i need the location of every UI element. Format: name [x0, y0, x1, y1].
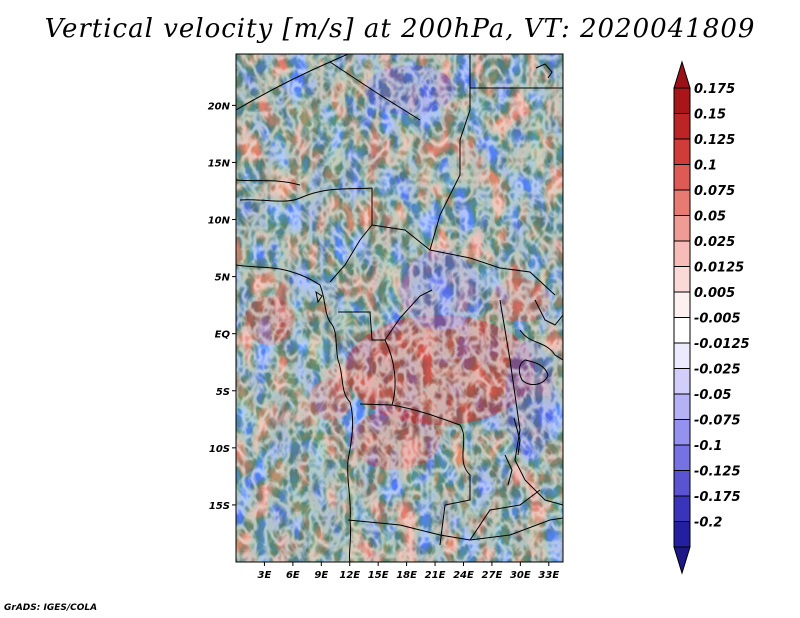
colorbar-top-triangle [673, 60, 691, 89]
colorbar-swatch [673, 368, 691, 395]
colorbar-label: 0.175 [694, 82, 735, 97]
colorbar-swatch [673, 266, 691, 293]
colorbar-swatch [673, 291, 691, 318]
colorbar-swatch [673, 495, 691, 522]
colorbar-label: -0.075 [694, 414, 741, 429]
colorbar-label: -0.175 [694, 490, 741, 505]
latitude-axis: 20N 15N 10N 5N EQ 5S 10S 15S [208, 101, 236, 512]
colorbar-label: -0.05 [694, 388, 731, 403]
plot-frame [235, 53, 564, 563]
colorbar-label: -0.0125 [694, 337, 750, 352]
lat-tick-label: 15N [208, 158, 231, 169]
lon-tick-label: 6E [286, 570, 300, 581]
colorbar-swatch [673, 521, 691, 548]
colorbar-label: -0.2 [694, 516, 722, 531]
colorbar-swatch [673, 444, 691, 471]
lon-tick-label: 12E [339, 570, 360, 581]
colorbar-label: -0.025 [694, 363, 741, 378]
lon-tick-label: 3E [258, 570, 272, 581]
colorbar: 0.175 0.15 0.125 0.1 0.075 0.05 0.025 0.0125 0.0… [673, 60, 750, 575]
colorbar-swatch [673, 113, 691, 140]
lat-tick-label: 20N [208, 101, 231, 112]
lon-tick-label: 24E [453, 570, 474, 581]
colorbar-bottom-triangle [673, 546, 691, 575]
lon-tick-label: 15E [368, 570, 389, 581]
colorbar-swatch [673, 215, 691, 242]
colorbar-label: 0.1 [694, 159, 717, 174]
colorbar-swatch [673, 393, 691, 420]
lon-tick-label: 9E [314, 570, 328, 581]
colorbar-swatch [673, 138, 691, 165]
colorbar-swatch [673, 87, 691, 114]
colorbar-swatch [673, 317, 691, 344]
colorbar-label: 0.005 [694, 286, 735, 301]
lat-tick-label: 5S [216, 387, 230, 398]
lat-tick-label: 5N [215, 273, 231, 284]
colorbar-label: 0.075 [694, 184, 735, 199]
longitude-axis: 3E 6E 9E 12E 15E 18E 21E 24E 27E 30E 33E [258, 562, 559, 581]
lon-tick-label: 18E [396, 570, 417, 581]
lat-tick-label: 10N [208, 216, 231, 227]
lat-tick-label: EQ [215, 330, 231, 341]
colorbar-swatch [673, 342, 691, 369]
colorbar-label: -0.1 [694, 439, 722, 454]
colorbar-swatch [673, 240, 691, 267]
colorbar-label: -0.005 [694, 312, 741, 327]
colorbar-label: 0.05 [694, 210, 726, 225]
colorbar-label: 0.125 [694, 133, 735, 148]
colorbar-label: 0.15 [694, 108, 726, 123]
vertical-velocity-field [236, 54, 563, 562]
grads-credit: GrADS: IGES/COLA [4, 603, 98, 613]
lon-tick-label: 33E [538, 570, 559, 581]
colorbar-swatch [673, 470, 691, 497]
colorbar-label: 0.0125 [694, 261, 744, 276]
lon-tick-label: 21E [425, 570, 446, 581]
colorbar-swatch [673, 164, 691, 191]
chart-title: Vertical velocity [m/s] at 200hPa, VT: 2… [44, 14, 756, 44]
lon-tick-label: 30E [510, 570, 531, 581]
lakes [513, 359, 549, 456]
colorbar-label: 0.025 [694, 235, 735, 250]
colorbar-swatch [673, 419, 691, 446]
lat-tick-label: 15S [209, 501, 230, 512]
colorbar-swatch [673, 189, 691, 216]
country-borders [236, 54, 563, 562]
lat-tick-label: 10S [209, 444, 230, 455]
lon-tick-label: 27E [482, 570, 503, 581]
colorbar-label: -0.125 [694, 465, 741, 480]
